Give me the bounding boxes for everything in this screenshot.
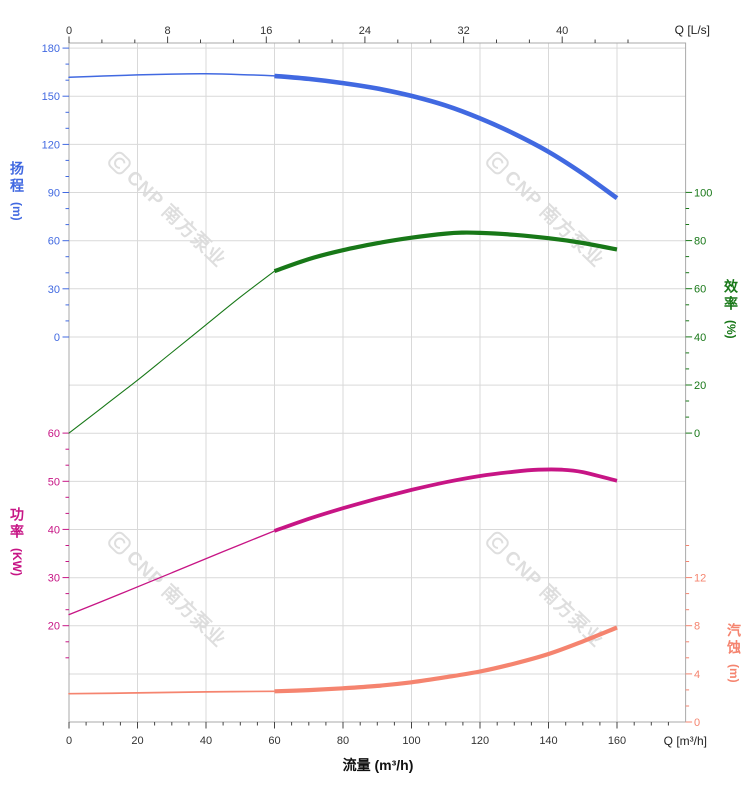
tick-label: 40 — [556, 25, 568, 37]
power-axis-ticks: 60 50 40 30 20 — [48, 428, 69, 659]
top-axis-ticks: 0 8 16 24 32 40 — [66, 25, 629, 43]
tick-label: 80 — [337, 735, 349, 747]
watermark: CNP 南方泵业 — [481, 526, 611, 652]
tick-label: 0 — [54, 332, 60, 344]
head-axis-name: 扬程 — [9, 161, 25, 195]
efficiency-axis-unit: (%) — [724, 320, 738, 339]
tick-label: 20 — [131, 735, 143, 747]
top-axis-corner-label: Q [L/s] — [674, 23, 710, 37]
power-curve-operating-range — [273, 467, 618, 533]
tick-label: 60 — [268, 735, 280, 747]
tick-label: 140 — [539, 735, 557, 747]
power-curve — [68, 467, 618, 616]
npsh-curve-thin — [68, 690, 276, 695]
tick-label: 30 — [48, 284, 60, 296]
tick-label: 50 — [48, 476, 60, 488]
tick-label: 30 — [48, 573, 60, 585]
head-curve-thin — [68, 73, 276, 79]
tick-label: 60 — [48, 428, 60, 440]
cnp-logo-icon — [108, 151, 132, 174]
power-axis-unit: (KW) — [10, 548, 24, 576]
flow-axis-label: 流量 (m³/h) — [342, 757, 414, 773]
head-curve — [68, 73, 619, 200]
tick-label: 0 — [66, 25, 72, 37]
tick-label: 100 — [694, 187, 712, 199]
tick-label: 80 — [694, 236, 706, 248]
tick-label: 8 — [694, 621, 700, 633]
tick-label: 90 — [48, 188, 60, 200]
tick-label: 12 — [694, 573, 706, 585]
tick-label: 32 — [457, 25, 469, 37]
head-axis-ticks: 180 150 120 90 60 30 0 — [42, 43, 69, 344]
grid-lines — [69, 43, 686, 722]
power-axis-title: 功率 (KW) — [7, 507, 27, 576]
tick-label: 120 — [471, 735, 489, 747]
npsh-curve-operating-range — [274, 625, 618, 694]
power-curve-thin — [68, 530, 276, 616]
tick-label: 8 — [165, 25, 171, 37]
cnp-logo-icon — [486, 531, 510, 554]
tick-label: 24 — [359, 25, 371, 37]
head-curve-operating-range — [274, 73, 619, 200]
npsh-axis-title: 汽蚀 (m) — [724, 623, 744, 683]
head-axis-unit: (m) — [10, 202, 24, 221]
tick-label: 150 — [42, 91, 60, 103]
cnp-logo-icon — [108, 531, 132, 554]
npsh-curve — [68, 625, 618, 695]
tick-label: 20 — [48, 621, 60, 633]
tick-label: 180 — [42, 43, 60, 55]
tick-label: 60 — [694, 284, 706, 296]
watermark: CNP 南方泵业 — [481, 146, 611, 272]
tick-label: 40 — [48, 524, 60, 536]
watermark: CNP 南方泵业 — [103, 146, 233, 272]
cnp-logo-icon — [486, 151, 510, 174]
power-axis-name: 功率 — [9, 507, 25, 541]
tick-label: 0 — [694, 428, 700, 440]
efficiency-axis-ticks: 100 80 60 40 20 0 — [685, 187, 712, 440]
efficiency-curve — [68, 230, 618, 434]
npsh-axis-unit: (m) — [727, 664, 741, 683]
head-axis-title: 扬程 (m) — [7, 161, 27, 221]
tick-label: 120 — [42, 139, 60, 151]
efficiency-curve-thin — [68, 270, 276, 434]
tick-label: 0 — [694, 717, 700, 729]
efficiency-axis-title: 效率 (%) — [721, 279, 741, 339]
bottom-axis-corner-label: Q [m³/h] — [663, 734, 707, 748]
tick-label: 16 — [260, 25, 272, 37]
tick-label: 60 — [48, 236, 60, 248]
tick-label: 0 — [66, 735, 72, 747]
bottom-axis-ticks: 0 20 40 60 80 100 120 140 160 — [66, 722, 669, 747]
npsh-axis-name: 汽蚀 — [726, 623, 742, 657]
tick-label: 40 — [694, 332, 706, 344]
tick-label: 100 — [402, 735, 420, 747]
tick-label: 20 — [694, 380, 706, 392]
tick-label: 160 — [608, 735, 626, 747]
efficiency-axis-name: 效率 — [723, 279, 739, 313]
tick-label: 4 — [694, 669, 700, 681]
npsh-axis-ticks: 12 8 4 0 — [685, 545, 706, 729]
tick-label: 40 — [200, 735, 212, 747]
watermark: CNP 南方泵业 — [103, 526, 233, 652]
efficiency-curve-operating-range — [273, 230, 618, 274]
